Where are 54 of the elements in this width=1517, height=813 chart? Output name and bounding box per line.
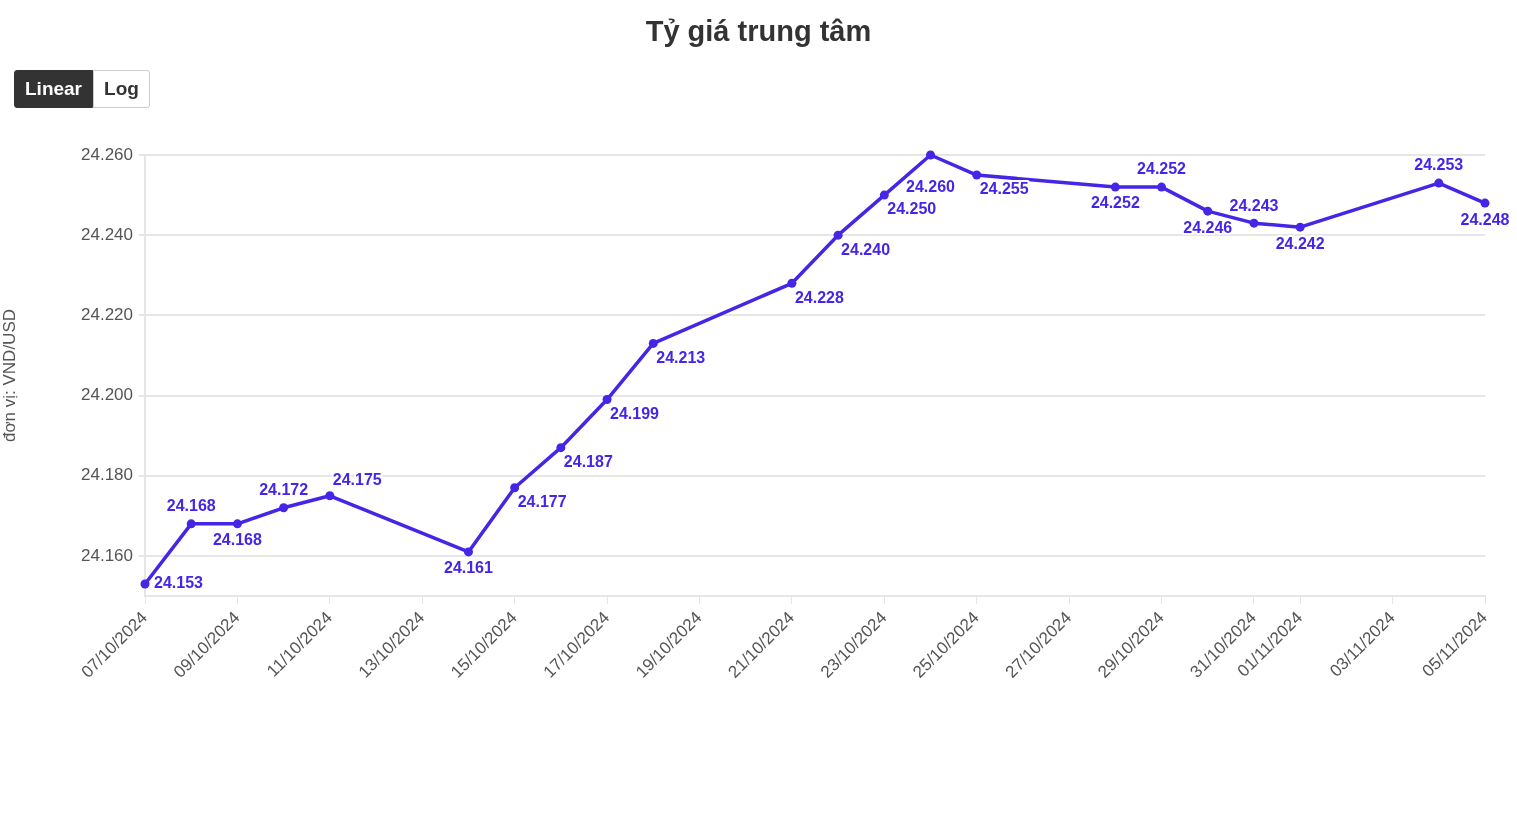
- data-label: 24.172: [259, 481, 309, 499]
- data-label: 24.161: [443, 559, 494, 577]
- point: [787, 278, 797, 288]
- point: [556, 443, 566, 453]
- point: [1157, 182, 1167, 192]
- point: [463, 547, 473, 557]
- point: [972, 170, 982, 180]
- point: [186, 519, 196, 529]
- point: [926, 150, 936, 160]
- toggle-button[interactable]: Linear: [14, 70, 94, 108]
- data-label: 24.175: [332, 471, 382, 489]
- point: [510, 483, 520, 493]
- point: [1480, 198, 1490, 208]
- data-label: 24.228: [794, 288, 844, 306]
- data-label: 24.199: [610, 404, 660, 422]
- y-tick-label: 24.160: [81, 545, 133, 565]
- point: [1203, 206, 1213, 216]
- data-label: 24.187: [563, 453, 613, 471]
- chart-title: Tỷ giá trung tâm: [644, 15, 873, 48]
- data-label: 24.177: [517, 493, 567, 511]
- data-label: 24.168: [166, 497, 216, 515]
- data-label: 24.168: [212, 531, 262, 549]
- point: [325, 491, 335, 501]
- data-label: 24.248: [1460, 210, 1510, 228]
- point: [140, 579, 150, 589]
- data-label: 24.243: [1229, 196, 1279, 214]
- point: [648, 338, 658, 348]
- data-label: 24.253: [1414, 156, 1464, 174]
- toggle-button[interactable]: Log: [93, 70, 150, 108]
- point: [1295, 222, 1305, 232]
- y-axis-title: đơn vị: VND/USD: [0, 308, 19, 443]
- data-label: 24.240: [841, 240, 891, 258]
- point: [1434, 178, 1444, 188]
- data-label: 24.246: [1183, 218, 1233, 236]
- data-label: 24.255: [979, 180, 1029, 198]
- data-label: 24.252: [1137, 160, 1187, 178]
- point: [279, 503, 289, 513]
- point: [833, 230, 843, 240]
- y-tick-label: 24.200: [81, 385, 133, 405]
- point: [879, 190, 889, 200]
- y-tick-label: 24.240: [81, 224, 133, 244]
- point: [602, 395, 612, 405]
- data-label: 24.242: [1275, 234, 1325, 252]
- data-label: 24.153: [154, 574, 204, 592]
- data-label: 24.260: [906, 178, 956, 196]
- y-tick-label: 24.180: [81, 465, 133, 485]
- y-tick-label: 24.260: [81, 144, 133, 164]
- data-label: 24.250: [887, 200, 937, 218]
- y-tick-label: 24.220: [81, 305, 133, 325]
- data-label: 24.213: [656, 348, 706, 366]
- point: [1249, 218, 1259, 228]
- data-label: 24.252: [1090, 194, 1140, 212]
- point: [1110, 182, 1120, 192]
- point: [232, 519, 242, 529]
